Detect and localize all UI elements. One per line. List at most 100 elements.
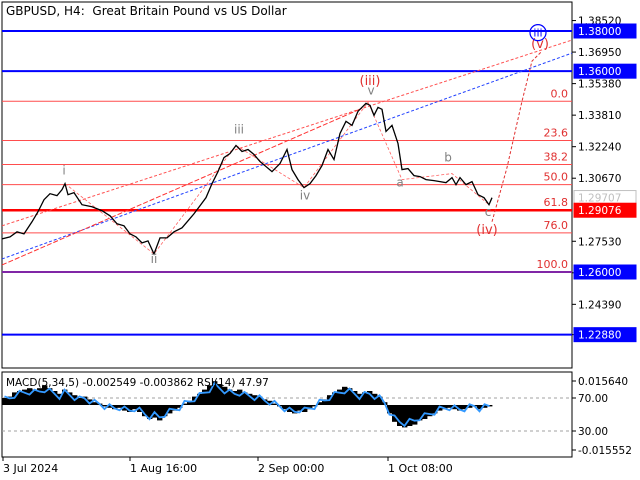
macd-bar: [147, 405, 153, 419]
macd-bar: [377, 396, 383, 405]
macd-bar: [232, 391, 238, 405]
macd-bar: [112, 405, 118, 410]
macd-bar: [432, 405, 438, 414]
wave-label: v: [367, 83, 374, 97]
indicator-axis-label: 30.00: [578, 426, 608, 438]
price-axis-label: 1.30670: [578, 173, 621, 185]
fib-level-label: 76.0: [544, 219, 569, 232]
price-axis-label: 1.32240: [578, 142, 621, 154]
macd-bar: [332, 392, 338, 405]
channel-line-lower: [1, 52, 573, 260]
macd-bar: [317, 402, 323, 405]
wave-label: a: [396, 176, 403, 190]
macd-bar: [227, 389, 233, 405]
indicator-axis-label: 70.00: [578, 393, 608, 405]
indicator-axis-label: 0.015640: [578, 376, 628, 388]
price-axis-label: 1.24390: [578, 299, 621, 311]
macd-bar: [267, 400, 273, 405]
price-axis-label: 1.33810: [578, 110, 621, 122]
wave-label: iii: [533, 27, 542, 40]
price-tag: [573, 23, 637, 39]
macd-bar: [442, 405, 448, 410]
macd-bar: [222, 386, 228, 405]
macd-bar: [337, 389, 343, 405]
macd-bar: [47, 388, 53, 405]
macd-bar: [422, 405, 428, 419]
macd-bar: [107, 405, 113, 408]
macd-bar: [387, 405, 393, 414]
forecast-line: [491, 50, 543, 222]
macd-bar: [42, 385, 48, 405]
chart-symbol: GBPUSD, H4:: [6, 4, 85, 18]
wave-skeleton: [64, 101, 490, 255]
price-tag-label: 1.29076: [578, 205, 622, 217]
time-axis-label: 1 Oct 08:00: [388, 462, 453, 475]
macd-bar: [467, 405, 473, 408]
fib-level-label: 38.2: [544, 151, 569, 164]
macd-bar: [7, 396, 13, 405]
indicator-axis-label: -0.015552: [578, 445, 632, 457]
channel-line-red: [1, 107, 363, 266]
indicator-label: MACD(5,34,5) -0.002549 -0.003862 RSI(14)…: [6, 377, 269, 389]
macd-bar: [102, 405, 108, 407]
price-tag-label: 1.38000: [578, 26, 621, 38]
wave-label: ii: [151, 252, 158, 266]
macd-bar: [27, 388, 33, 405]
macd-bar: [292, 405, 298, 414]
rsi-line: [4, 381, 490, 428]
macd-bar: [212, 381, 218, 405]
macd-bar: [392, 405, 398, 422]
wave-label: iv: [300, 189, 310, 203]
macd-bar: [477, 405, 483, 410]
macd-bar: [257, 396, 263, 405]
price-axis-label: 1.35380: [578, 79, 621, 91]
macd-bar: [242, 392, 248, 405]
macd-bar: [452, 405, 458, 410]
macd-bar: [202, 389, 208, 405]
macd-bar: [32, 389, 38, 405]
channel-line-upper: [1, 39, 573, 227]
price-tag: [573, 327, 637, 343]
price-tag-label: 1.29707: [578, 193, 621, 205]
macd-bar: [237, 389, 243, 405]
macd-bar: [347, 388, 353, 405]
price-tag: [573, 202, 637, 218]
macd-bar: [67, 392, 73, 405]
macd-bar: [172, 405, 178, 411]
macd-bar: [412, 405, 418, 425]
macd-bar: [462, 405, 468, 410]
wave-label: i: [62, 164, 65, 178]
macd-bar: [482, 405, 488, 408]
macd-bar: [62, 389, 68, 405]
macd-bar: [297, 405, 303, 411]
macd-bar: [417, 405, 423, 421]
fib-level-label: 50.0: [544, 171, 569, 184]
macd-bar: [207, 385, 213, 405]
macd-bar: [117, 405, 123, 408]
price-tag: [573, 264, 637, 280]
macd-bar: [187, 400, 193, 405]
macd-bar: [2, 398, 8, 405]
macd-bar: [127, 405, 133, 412]
macd-bar: [22, 389, 28, 405]
macd-bar: [37, 388, 43, 405]
macd-bar: [352, 391, 358, 405]
price-line: [1, 102, 493, 256]
macd-bar: [157, 405, 163, 421]
macd-bar: [307, 405, 313, 410]
macd-bar: [312, 405, 318, 407]
price-tag: [573, 63, 637, 79]
macd-bar: [272, 403, 278, 405]
macd-bar: [407, 405, 413, 426]
macd-bar: [487, 405, 493, 407]
macd-bar: [247, 393, 253, 405]
macd-bar: [17, 391, 23, 405]
macd-bar: [342, 386, 348, 405]
macd-bar: [177, 405, 183, 408]
fib-level-label: 100.0: [537, 258, 569, 271]
macd-bar: [87, 399, 93, 405]
wave-label: iii: [234, 122, 244, 136]
wave-circle: [529, 24, 547, 42]
macd-bar: [92, 402, 98, 405]
